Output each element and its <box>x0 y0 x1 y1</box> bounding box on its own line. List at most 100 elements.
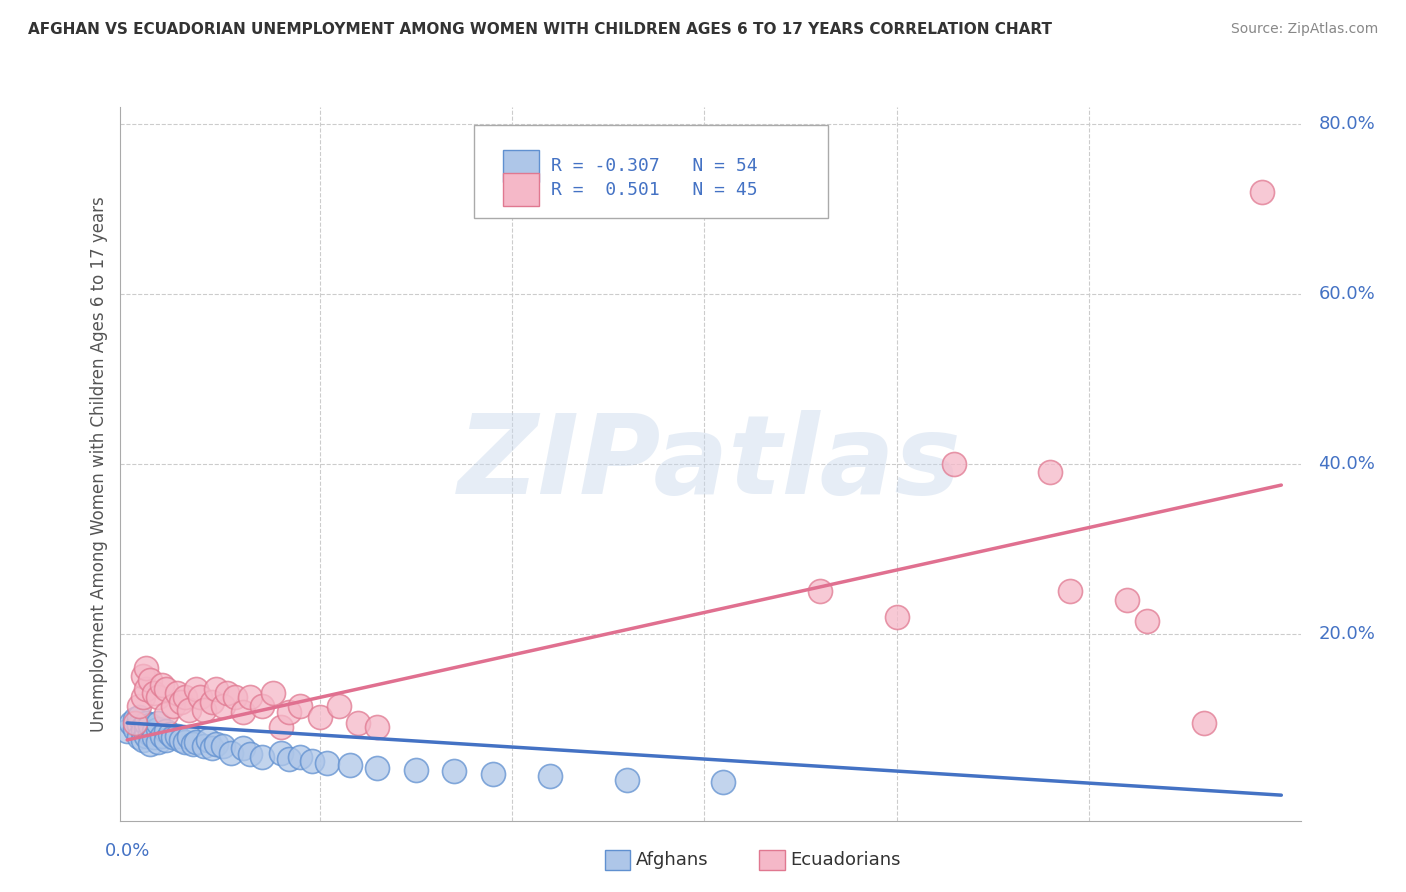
Point <box>177 731 200 745</box>
Point <box>1194 715 1216 730</box>
Text: R = -0.307   N = 54: R = -0.307 N = 54 <box>551 157 758 175</box>
Point <box>135 729 157 743</box>
Point <box>232 741 254 756</box>
Point <box>250 750 273 764</box>
Point <box>290 750 312 764</box>
Point <box>155 724 177 739</box>
Text: 40.0%: 40.0% <box>1319 455 1375 473</box>
Point <box>366 761 388 775</box>
Point <box>217 686 239 700</box>
Point <box>188 690 211 705</box>
Point <box>204 681 226 696</box>
Point <box>713 775 735 789</box>
Point <box>239 690 262 705</box>
Point <box>239 747 262 762</box>
Text: 20.0%: 20.0% <box>1319 624 1375 643</box>
Point <box>232 705 254 719</box>
Point <box>128 718 150 732</box>
Point <box>124 715 146 730</box>
Point <box>197 733 219 747</box>
Point <box>131 669 153 683</box>
Point <box>270 746 292 760</box>
Bar <box>503 173 538 205</box>
Point <box>135 681 157 696</box>
Text: ZIPatlas: ZIPatlas <box>458 410 962 517</box>
Point <box>174 690 197 705</box>
Point <box>124 712 146 726</box>
Point <box>339 758 361 772</box>
Point <box>139 727 162 741</box>
Point <box>162 731 184 745</box>
Point <box>347 715 370 730</box>
Point <box>131 733 153 747</box>
Text: R =  0.501   N = 45: R = 0.501 N = 45 <box>551 181 758 199</box>
Point <box>616 772 638 787</box>
Point <box>139 718 162 732</box>
Point <box>186 681 208 696</box>
Point <box>115 724 138 739</box>
Point <box>538 769 561 783</box>
Point <box>366 720 388 734</box>
Point <box>128 698 150 713</box>
Bar <box>503 150 538 182</box>
Point <box>224 690 246 705</box>
Y-axis label: Unemployment Among Women with Children Ages 6 to 17 years: Unemployment Among Women with Children A… <box>90 196 108 731</box>
Point <box>150 729 173 743</box>
Point <box>943 457 966 471</box>
Point <box>159 727 181 741</box>
Point <box>135 715 157 730</box>
Point <box>166 686 188 700</box>
Point <box>250 698 273 713</box>
Point <box>277 752 299 766</box>
Point <box>405 763 427 777</box>
Point <box>328 698 350 713</box>
Text: Source: ZipAtlas.com: Source: ZipAtlas.com <box>1230 22 1378 37</box>
Point <box>146 722 169 736</box>
Point <box>301 754 323 768</box>
Point <box>201 695 224 709</box>
Point <box>139 673 162 688</box>
Point <box>177 703 200 717</box>
Text: 60.0%: 60.0% <box>1319 285 1375 303</box>
Point <box>135 661 157 675</box>
Point <box>316 756 339 770</box>
Point <box>193 703 215 717</box>
Point <box>174 735 197 749</box>
Point <box>219 746 242 760</box>
Point <box>186 735 208 749</box>
Point <box>128 731 150 745</box>
Point <box>308 710 330 724</box>
Point <box>143 731 166 745</box>
Point <box>120 715 142 730</box>
Point <box>166 729 188 743</box>
Point <box>1136 614 1159 628</box>
Point <box>277 705 299 719</box>
Point <box>131 720 153 734</box>
Text: AFGHAN VS ECUADORIAN UNEMPLOYMENT AMONG WOMEN WITH CHILDREN AGES 6 TO 17 YEARS C: AFGHAN VS ECUADORIAN UNEMPLOYMENT AMONG … <box>28 22 1052 37</box>
Point <box>139 737 162 751</box>
Point <box>124 722 146 736</box>
Point <box>155 681 177 696</box>
Point <box>150 678 173 692</box>
Point <box>170 695 193 709</box>
Point <box>212 739 235 753</box>
Point <box>146 715 169 730</box>
Point <box>155 707 177 722</box>
Point <box>262 686 284 700</box>
Point <box>1116 592 1139 607</box>
Point <box>886 609 908 624</box>
Point <box>808 584 831 599</box>
Point <box>162 698 184 713</box>
Point <box>201 741 224 756</box>
Point <box>155 733 177 747</box>
Point <box>135 722 157 736</box>
Point <box>443 764 465 779</box>
Text: Ecuadorians: Ecuadorians <box>790 851 901 869</box>
Point <box>146 690 169 705</box>
Point <box>128 710 150 724</box>
Text: 0.0%: 0.0% <box>104 842 150 860</box>
Point <box>193 739 215 753</box>
Point <box>146 735 169 749</box>
Point <box>270 720 292 734</box>
Point <box>204 737 226 751</box>
